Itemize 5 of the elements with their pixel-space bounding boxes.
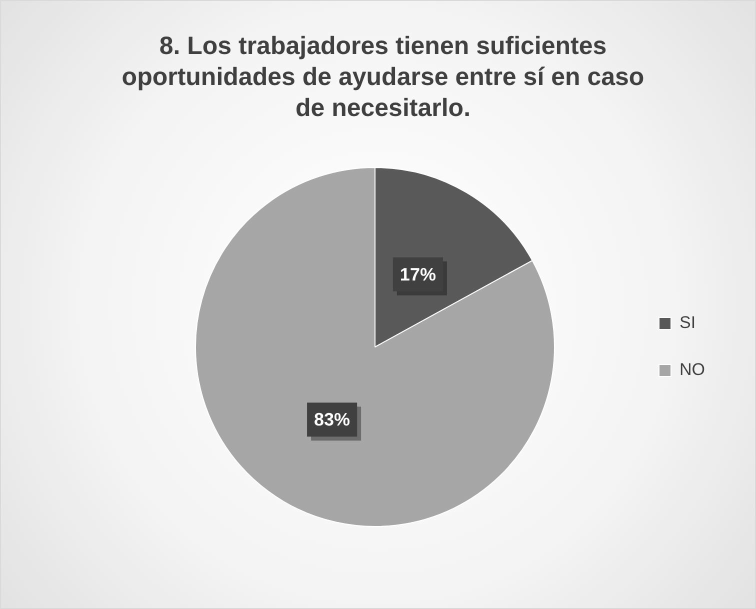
chart-title: 8. Los trabajadores tienen suficientes oportunidades de ayudarse entre sí en caso de necesitarlo. bbox=[120, 31, 646, 124]
legend-label: NO bbox=[680, 360, 705, 380]
data-label: 17% bbox=[400, 264, 436, 284]
legend-label: SI bbox=[680, 313, 696, 332]
data-label: 83% bbox=[314, 410, 350, 430]
